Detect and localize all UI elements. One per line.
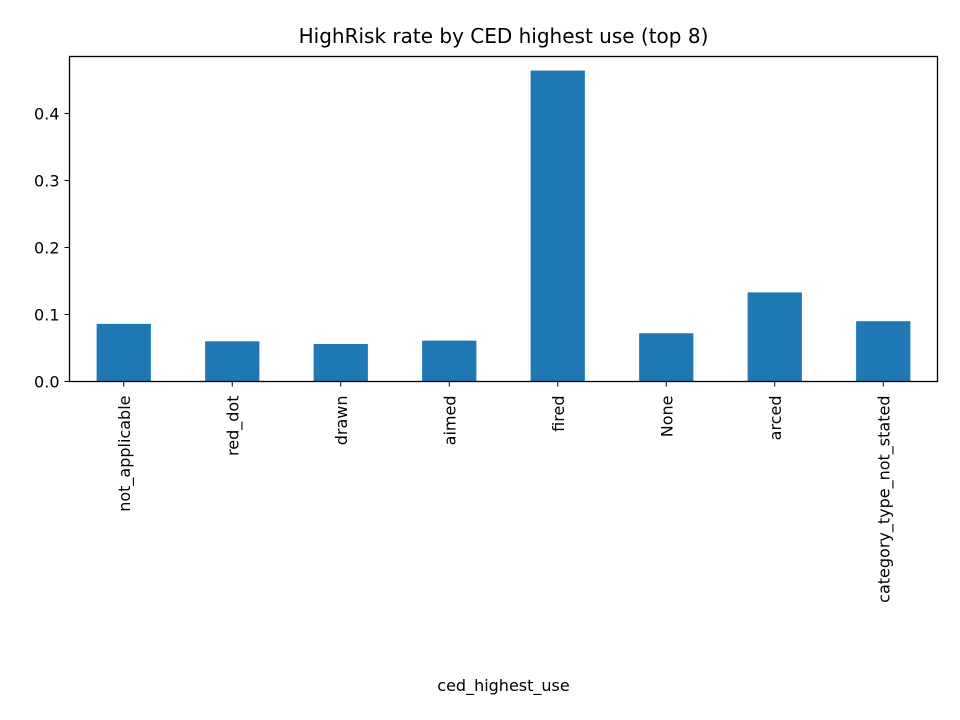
x-tick-label: None (657, 396, 676, 438)
y-tick-label: 0.4 (34, 104, 59, 123)
x-tick-label: not_applicable (115, 396, 135, 512)
bar-fired (530, 70, 585, 382)
y-tick-label: 0.1 (34, 305, 59, 324)
y-tick-label: 0.0 (34, 373, 59, 392)
x-tick-label: red_dot (223, 396, 243, 456)
x-tick-label: fired (549, 396, 568, 432)
x-tick-label: arced (766, 396, 785, 441)
bar-red_dot (205, 341, 260, 382)
bars-group (96, 70, 911, 382)
bar-arced (747, 292, 802, 382)
x-axis-label: ced_highest_use (437, 676, 569, 696)
y-tick-label: 0.2 (34, 238, 59, 257)
chart-title: HighRisk rate by CED highest use (top 8) (299, 24, 709, 48)
x-tick-label: drawn (332, 396, 351, 446)
bar-drawn (313, 343, 368, 382)
x-axis: not_applicable red_dot drawn aimed fired None… (115, 381, 894, 603)
x-tick-label: category_type_not_stated (874, 396, 894, 603)
bar-aimed (422, 340, 477, 382)
y-axis: 0.0 0.1 0.2 0.3 0.4 (34, 104, 70, 392)
bar-None (639, 333, 694, 382)
y-tick-label: 0.3 (34, 171, 59, 190)
plot-frame (68, 55, 939, 383)
bar-not_applicable (96, 323, 151, 382)
x-tick-label: aimed (440, 396, 459, 446)
bar-category_type_not_stated (856, 321, 911, 382)
